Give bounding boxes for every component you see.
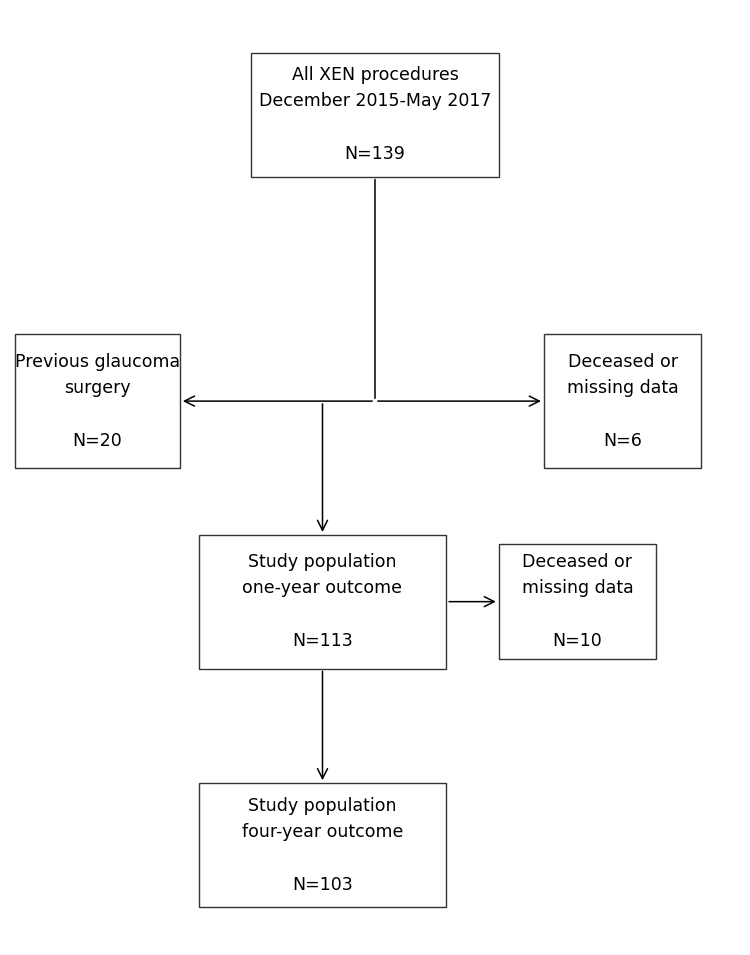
Text: Study population
one-year outcome

N=113: Study population one-year outcome N=113 [242,553,403,650]
Text: Previous glaucoma
surgery

N=20: Previous glaucoma surgery N=20 [15,352,180,450]
FancyBboxPatch shape [251,53,499,177]
Text: Deceased or
missing data

N=10: Deceased or missing data N=10 [522,553,633,650]
FancyBboxPatch shape [544,334,701,468]
FancyBboxPatch shape [15,334,180,468]
FancyBboxPatch shape [499,544,656,659]
Text: All XEN procedures
December 2015-May 2017

N=139: All XEN procedures December 2015-May 201… [259,66,491,163]
Text: Study population
four-year outcome

N=103: Study population four-year outcome N=103 [242,796,404,894]
FancyBboxPatch shape [199,783,446,907]
Text: Deceased or
missing data

N=6: Deceased or missing data N=6 [567,352,678,450]
FancyBboxPatch shape [199,535,446,668]
